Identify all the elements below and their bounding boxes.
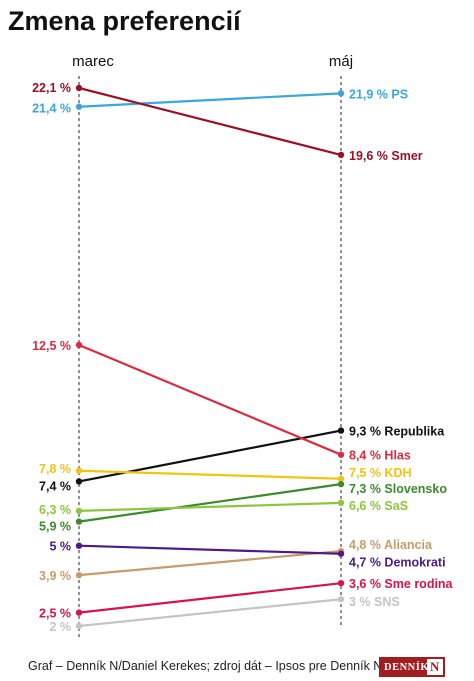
column-header-may: máj xyxy=(329,53,353,70)
point-march-kdh xyxy=(75,467,83,474)
series-line-demokrati xyxy=(78,544,342,555)
label-march-ps: 21,4 % xyxy=(32,102,71,116)
point-may-sns xyxy=(337,596,345,603)
series-line-hlas xyxy=(78,343,342,456)
point-march-sas xyxy=(75,507,83,515)
label-march-slovensko: 5,9 % xyxy=(39,520,71,534)
label-may-smer: 19,6 % Smer xyxy=(349,149,423,163)
point-march-hlas xyxy=(75,341,83,349)
point-may-kdh xyxy=(337,475,345,482)
point-may-republika xyxy=(337,427,345,434)
label-may-sns: 3 % SNS xyxy=(349,595,400,609)
series-line-sns xyxy=(78,598,342,628)
label-may-demokrati: 4,7 % Demokrati xyxy=(349,556,446,570)
series-line-aliancia xyxy=(78,549,342,577)
point-march-republika xyxy=(75,478,83,485)
point-may-demokrati xyxy=(337,550,345,557)
dennik-n-logo: DENNÍK N xyxy=(379,657,445,677)
label-march-demokrati: 5 % xyxy=(49,540,71,554)
chart-title: Zmena preferencií xyxy=(8,6,241,36)
point-may-ps xyxy=(337,90,345,97)
label-may-hlas: 8,4 % Hlas xyxy=(349,449,411,463)
point-march-ps xyxy=(75,103,83,110)
label-may-sme-rodina: 3,6 % Sme rodina xyxy=(349,577,454,591)
label-march-smer: 22,1 % xyxy=(32,81,71,95)
point-march-demokrati xyxy=(75,542,83,549)
series-line-slovensko xyxy=(78,483,342,523)
label-march-republika: 7,4 % xyxy=(39,479,71,493)
series-line-sas xyxy=(78,501,342,513)
label-may-kdh: 7,5 % KDH xyxy=(349,466,412,480)
point-march-smer xyxy=(75,84,83,92)
point-march-aliancia xyxy=(75,571,83,579)
series-line-ps xyxy=(78,92,342,108)
point-may-sme-rodina xyxy=(337,579,345,587)
column-header-march: marec xyxy=(72,53,114,70)
point-march-sns xyxy=(75,622,83,630)
label-march-sns: 2 % xyxy=(49,620,71,634)
point-may-smer xyxy=(337,151,345,159)
series-line-sme-rodina xyxy=(78,582,342,614)
point-may-slovensko xyxy=(337,480,345,488)
label-may-republika: 9,3 % Republika xyxy=(349,425,445,439)
label-march-aliancia: 3,9 % xyxy=(39,569,71,583)
point-may-sas xyxy=(337,499,345,507)
label-may-ps: 21,9 % PS xyxy=(349,87,408,101)
label-march-kdh: 7,8 % xyxy=(39,462,71,476)
logo-mark: N xyxy=(427,659,443,675)
label-march-hlas: 12,5 % xyxy=(32,339,71,353)
label-may-sas: 6,6 % SaS xyxy=(349,499,408,513)
label-may-slovensko: 7,3 % Slovensko xyxy=(349,482,447,496)
label-march-sas: 6,3 % xyxy=(39,503,71,517)
logo-text: DENNÍK xyxy=(384,661,430,673)
point-march-slovensko xyxy=(75,518,83,525)
point-may-hlas xyxy=(337,451,345,458)
source-credit: Graf – Denník N/Daniel Kerekes; zdroj dá… xyxy=(28,659,383,673)
label-may-aliancia: 4,8 % Aliancia xyxy=(349,538,433,552)
label-march-sme-rodina: 2,5 % xyxy=(39,607,71,621)
series-line-smer xyxy=(78,86,342,156)
series-line-kdh xyxy=(78,469,342,480)
point-march-sme-rodina xyxy=(75,609,83,616)
